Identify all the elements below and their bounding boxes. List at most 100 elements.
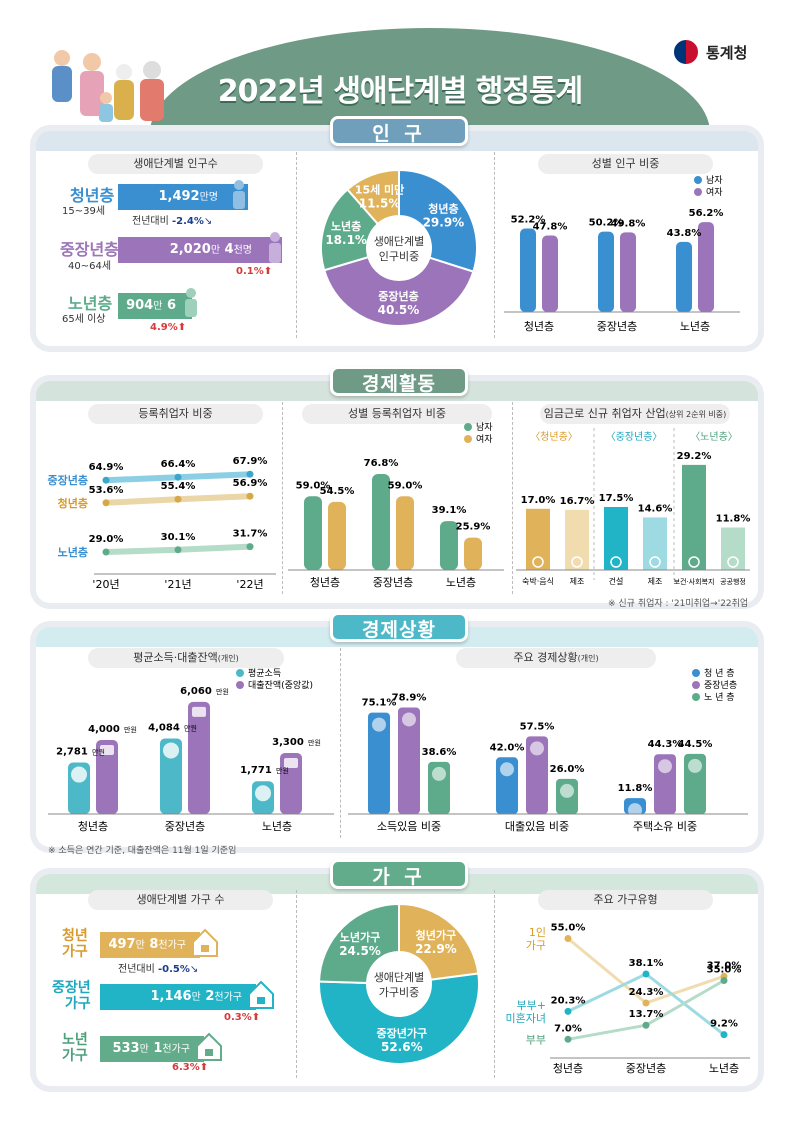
house-icon [196, 1032, 222, 1061]
type-point [720, 1031, 728, 1039]
change-pct: % [241, 1012, 252, 1023]
legend-label-income: 평균소득 [248, 668, 281, 679]
situation-bar [398, 707, 420, 814]
house-middle-unit2: 천가구 [214, 992, 242, 1003]
donut-slice [318, 972, 480, 1065]
industry-category: 제조 [648, 577, 663, 586]
industry-title-note: (상위 2순위 비중) [665, 410, 727, 419]
x-tick: '22년 [236, 578, 263, 591]
type-value: 20.3% [551, 995, 586, 1006]
pop-youth-change: 전년대비 -2.4%↘ [132, 212, 212, 227]
industry-category: 제조 [570, 577, 585, 586]
house-senior-unit2: 천가구 [162, 1044, 190, 1055]
house-youth-value2: 8 [149, 937, 159, 952]
situation-icon [658, 759, 672, 774]
donut-slice-value: 22.9% [415, 942, 457, 956]
situation-bar [526, 736, 548, 814]
population-count-title: 생애단계별 인구수 [88, 154, 263, 174]
legend-swatch-female [464, 435, 472, 443]
income-category: 중장년층 [165, 820, 205, 833]
pop-senior-unit: 만 [153, 301, 163, 312]
industry-value: 17.0% [521, 495, 556, 506]
donut-center-label: 가구비중 [379, 986, 419, 999]
situation-value: 11.8% [618, 783, 653, 794]
situation-value: 57.5% [520, 721, 555, 732]
industry-value: 17.5% [599, 493, 634, 504]
pop-youth-unit: 만명 [199, 192, 218, 203]
arrow-up-icon: ⬆ [263, 266, 273, 277]
situation-value: 38.6% [422, 747, 457, 758]
wallet-icon [192, 706, 206, 717]
type-value: 7.0% [554, 1023, 582, 1034]
type-name: 미혼자녀 [506, 1012, 546, 1025]
series-point [246, 543, 254, 551]
series-name: 노년층 [58, 545, 88, 559]
situ-footnote: ※ 소득은 연간 기준, 대출잔액은 11월 1일 기준임 [48, 846, 237, 856]
income-unit: 만원 [184, 723, 197, 732]
pop-youth-bar: 1,492만명 [118, 184, 248, 210]
donut-center [369, 218, 429, 278]
industry-value: 11.8% [716, 514, 751, 525]
pop-senior-bar: 904만 6 천명 [118, 293, 192, 339]
house-middle-value2: 2 [205, 989, 215, 1004]
pop-middle-value: 2,020 [169, 242, 211, 257]
type-point [564, 1007, 572, 1015]
pop-senior-range: 65세 이상 [62, 314, 106, 325]
divider [282, 402, 283, 594]
economic-activity-section-title: 경제활동 [330, 366, 468, 396]
house-icon [192, 928, 218, 957]
legend-label-male: 남자 [706, 175, 723, 186]
person-icon [233, 180, 245, 209]
arrow-down-icon: ↘ [189, 964, 199, 975]
gender-employment-title: 성별 등록취업자 비중 [302, 404, 492, 424]
gender-category: 중장년층 [597, 320, 637, 333]
gender-bar-male [520, 228, 536, 312]
change-pct: % [167, 322, 178, 333]
x-tick: '21년 [164, 578, 191, 591]
loan-bar [96, 740, 118, 814]
employment-bar-male [304, 496, 322, 570]
employment-bar-female [396, 496, 414, 570]
industry-value: 14.6% [638, 503, 673, 514]
pop-middle-bar: 2,020만 4천명 [118, 237, 282, 263]
gender-category: 청년층 [524, 320, 554, 333]
legend-label: 노 년 층 [704, 692, 735, 703]
donut-slice-value: 11.5% [359, 197, 401, 211]
series-point [102, 476, 110, 484]
donut-slice-name: 청년층 [428, 202, 458, 216]
change-value: -0.5 [158, 964, 180, 975]
gender-bar-female [698, 222, 714, 312]
house-senior-value: 533 [112, 1041, 140, 1056]
gender-value-female: 47.8% [533, 222, 568, 233]
house-middle-change: 0.3%⬆ [224, 1012, 260, 1023]
situation-icon [688, 758, 702, 773]
donut-slice [398, 168, 478, 273]
type-value: 24.3% [629, 987, 664, 998]
change-label: 전년대비 [118, 964, 155, 975]
donut-center-label: 생애단계별 [374, 971, 425, 984]
legend-label-male: 남자 [476, 422, 493, 433]
household-type-title: 주요 가구유형 [538, 890, 713, 910]
arrow-up-icon: ⬆ [251, 1012, 261, 1023]
house-icon [248, 980, 274, 1009]
situation-category: 대출있음 비중 [505, 820, 569, 833]
donut-center-label: 인구비중 [379, 250, 419, 263]
series-value: 55.4% [161, 481, 196, 492]
pop-senior-value2: 6 [166, 298, 176, 313]
industry-icon [532, 556, 544, 568]
type-point [642, 1021, 650, 1029]
donut-slice [346, 168, 400, 226]
loan-value: 6,060 [180, 686, 212, 697]
industry-category: 숙박·음식 [522, 576, 554, 586]
legend-swatch [692, 693, 700, 701]
industry-bar [643, 517, 667, 570]
legend-label-female: 여자 [706, 186, 723, 198]
house-middle-value: 1,146 [150, 989, 192, 1004]
divider [296, 890, 297, 1078]
gender-category: 노년층 [680, 320, 710, 333]
situation-icon [402, 712, 416, 727]
donut-slice-name: 노년층 [331, 219, 361, 233]
